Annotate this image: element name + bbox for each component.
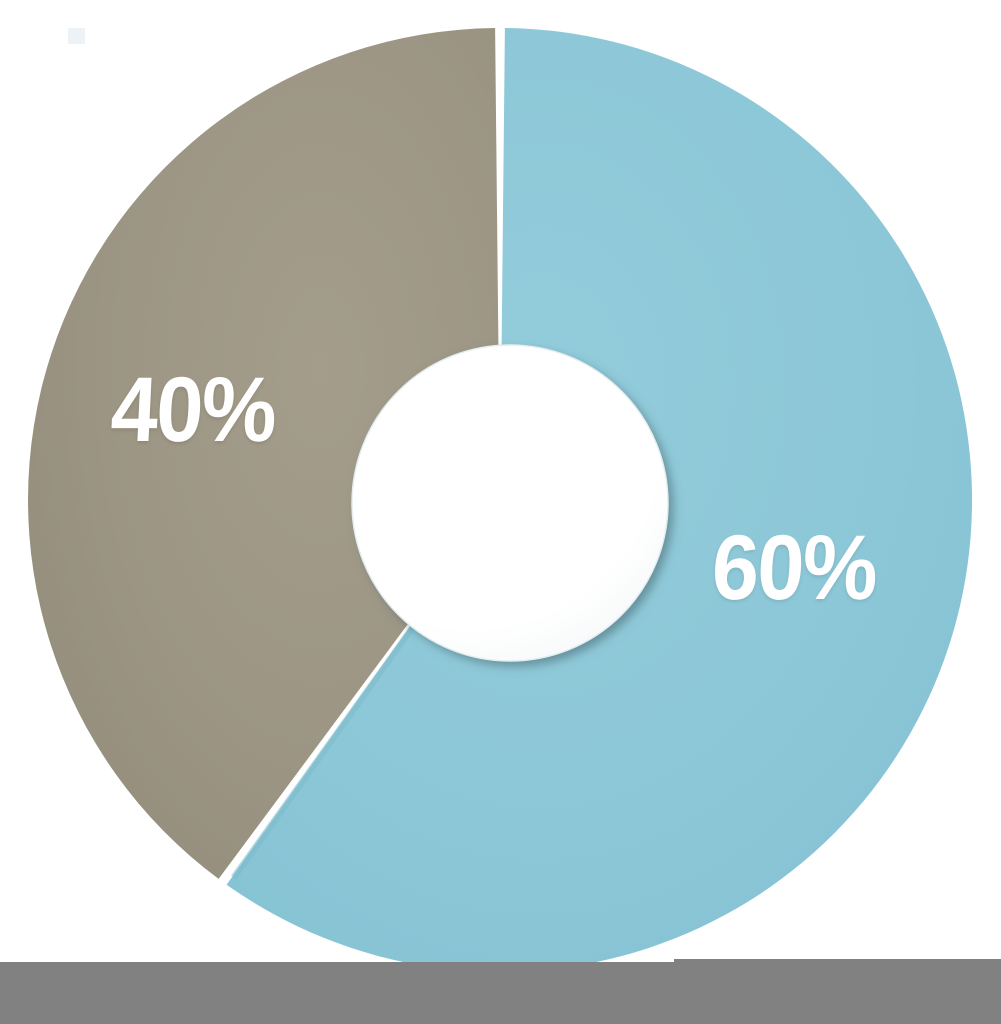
slice-label-60: 60% <box>709 517 879 619</box>
slice-label-40: 40% <box>108 359 278 461</box>
pie-slice-40[interactable] <box>28 28 501 879</box>
donut-hole <box>352 345 668 661</box>
donut-hole-rim <box>351 344 669 662</box>
bottom-band-left <box>0 962 674 1024</box>
bottom-band-right <box>674 959 1001 1024</box>
scan-artifact <box>68 28 85 44</box>
